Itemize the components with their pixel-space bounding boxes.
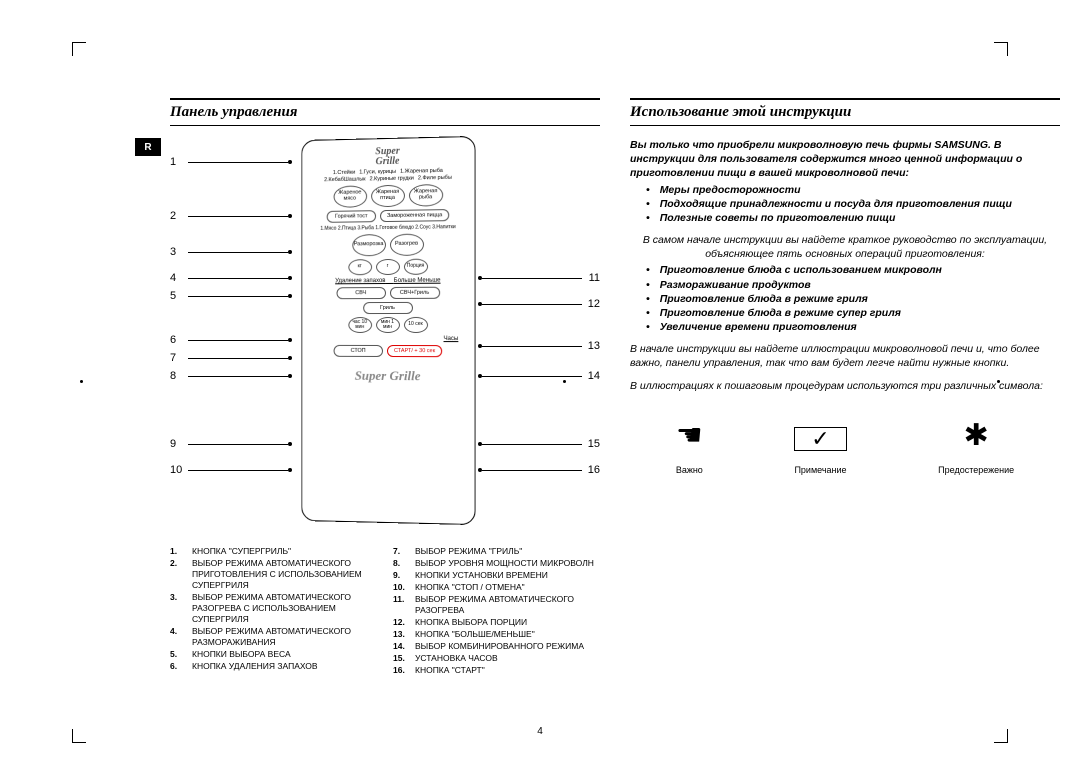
description-item: 5.КНОПКИ ВЫБОРА ВЕСА [170, 649, 375, 660]
panel-tiny-label: 1.Стейки [333, 170, 355, 176]
left-column: R Панель управления SuperGrille 1.Стейки… [170, 98, 600, 678]
description-item: 16.КНОПКА "СТАРТ" [393, 665, 598, 676]
panel-button: г [376, 259, 400, 275]
paragraph-2: В начале инструкции вы найдете иллюстрац… [630, 342, 1060, 370]
panel-tiny-label: 2.Куриные грудки [370, 175, 414, 182]
leader-line: 16 [470, 464, 600, 476]
panel-button: 10 сек [403, 317, 427, 333]
page-number: 4 [0, 726, 1080, 737]
description-item: 15.УСТАНОВКА ЧАСОВ [393, 653, 598, 664]
bullet-item: Полезные советы по приготовлению пищи [646, 211, 1060, 225]
start-button: СТАРТ/ + 30 сек [387, 345, 442, 357]
super-grille-footer: Super Grille [302, 368, 474, 385]
symbol-caution: ✱ Предостережение [938, 421, 1014, 475]
right-heading: Использование этой инструкции [630, 98, 1060, 126]
panel-button: кг [348, 259, 372, 275]
description-item: 2.ВЫБОР РЕЖИМА АВТОМАТИЧЕСКОГО ПРИГОТОВЛ… [170, 558, 375, 591]
grill-pill: Гриль [363, 302, 413, 314]
description-item: 9.КНОПКИ УСТАНОВКИ ВРЕМЕНИ [393, 570, 598, 581]
description-item: 13.КНОПКА "БОЛЬШЕ/МЕНЬШЕ" [393, 629, 598, 640]
description-item: 14.ВЫБОР КОМБИНИРОВАННОГО РЕЖИМА [393, 641, 598, 652]
leader-line: 12 [470, 298, 600, 310]
description-item: 10.КНОПКА "СТОП / ОТМЕНА" [393, 582, 598, 593]
right-column: Использование этой инструкции Вы только … [630, 98, 1060, 475]
leader-line: 1 [170, 156, 300, 168]
panel-button: СВЧ+Гриль [389, 287, 439, 299]
leader-line: 2 [170, 210, 300, 222]
leader-line: 4 [170, 272, 300, 284]
bullet-item: Увеличение времени приготовления [646, 320, 1060, 334]
panel-button: Разогрев [389, 234, 423, 256]
panel-button: Жареная птица [371, 185, 405, 208]
description-item: 4.ВЫБОР РЕЖИМА АВТОМАТИЧЕСКОГО РАЗМОРАЖИ… [170, 626, 375, 648]
panel-button: Жареное мясо [333, 185, 367, 207]
bullet-list-a: Меры предосторожностиПодходящие принадле… [646, 183, 1060, 226]
leader-line: 9 [170, 438, 300, 450]
stop-button: СТОП [334, 345, 383, 357]
panel-tiny-label: 1.Жареная рыба [400, 168, 443, 175]
panel-button: Порция [403, 259, 427, 275]
panel-button: мин 1 мин [376, 317, 400, 333]
description-item: 12.КНОПКА ВЫБОРА ПОРЦИИ [393, 617, 598, 628]
note-check-icon: ✓ [794, 427, 846, 451]
bullet-list-b: Приготовление блюда с использованием мик… [646, 263, 1060, 334]
bullet-item: Приготовление блюда в режиме гриля [646, 292, 1060, 306]
bullet-item: Приготовление блюда в режиме супер гриля [646, 306, 1060, 320]
hand-point-icon: ☚ [676, 421, 703, 451]
symbol-legend: ☚ Важно ✓ Примечание ✱ Предостережение [630, 421, 1060, 475]
symbol-important: ☚ Важно [676, 421, 703, 475]
panel-button: Жареная рыба [408, 184, 442, 207]
leader-line: 6 [170, 334, 300, 346]
description-item: 3.ВЫБОР РЕЖИМА АВТОМАТИЧЕСКОГО РАЗОГРЕВА… [170, 592, 375, 625]
clock-label: Часы [308, 336, 468, 342]
leader-line: 13 [470, 340, 600, 352]
panel-tiny-label: 2.Филе рыбы [418, 175, 452, 182]
description-item: 8.ВЫБОР УРОВНЯ МОЩНОСТИ МИКРОВОЛН [393, 558, 598, 569]
bullet-item: Приготовление блюда с использованием мик… [646, 263, 1060, 277]
leader-line: 8 [170, 370, 300, 382]
panel-button: Разморозка [352, 234, 386, 256]
description-item: 7.ВЫБОР РЕЖИМА "ГРИЛЬ" [393, 546, 598, 557]
leader-line: 3 [170, 246, 300, 258]
bullet-item: Размораживание продуктов [646, 278, 1060, 292]
description-item: 1.КНОПКА "СУПЕРГРИЛЬ" [170, 546, 375, 557]
bullet-item: Подходящие принадлежности и посуда для п… [646, 197, 1060, 211]
language-badge: R [135, 138, 161, 156]
panel-button: СВЧ [336, 287, 385, 299]
leader-line: 7 [170, 352, 300, 364]
leader-line: 15 [470, 438, 600, 450]
description-item: 11.ВЫБОР РЕЖИМА АВТОМАТИЧЕСКОГО РАЗОГРЕВ… [393, 594, 598, 616]
panel-tiny-label: 2.КебабШашлык [324, 176, 366, 183]
intro-paragraph: Вы только что приобрели микроволновую пе… [630, 138, 1060, 181]
panel-button: час 10 мин [348, 317, 372, 333]
bullet-item: Меры предосторожности [646, 183, 1060, 197]
control-panel-diagram: SuperGrille 1.Стейки 1.Гуси, курицы 1.Жаре… [170, 138, 600, 538]
button-description-columns: 1.КНОПКА "СУПЕРГРИЛЬ"2.ВЫБОР РЕЖИМА АВТО… [170, 546, 600, 678]
description-item: 6.КНОПКА УДАЛЕНИЯ ЗАПАХОВ [170, 661, 375, 672]
super-grille-top-label: SuperGrille [308, 145, 468, 167]
leader-line: 11 [470, 272, 600, 284]
left-heading: Панель управления [170, 98, 600, 126]
leader-line: 10 [170, 464, 300, 476]
paragraph-3: В иллюстрациях к пошаговым процедурам ис… [630, 379, 1060, 393]
page: R Панель управления SuperGrille 1.Стейки… [70, 40, 1010, 720]
symbol-note: ✓ Примечание [794, 427, 846, 475]
mid-paragraph: В самом начале инструкции вы найдете кра… [630, 233, 1060, 261]
panel-tiny-label: 1.Гуси, курицы [359, 169, 396, 176]
tiny-text: 1.Мясо 2.Птица 3.Рыба 1.Готовое блюдо 2.… [308, 224, 468, 232]
panel-button: Горячий тост [327, 210, 376, 223]
txt-deodor: Удаление запахов Больше Меньше [308, 277, 468, 284]
snowflake-icon: ✱ [938, 421, 1014, 451]
leader-line: 14 [470, 370, 600, 382]
leader-line: 5 [170, 290, 300, 302]
panel-outline: SuperGrille 1.Стейки 1.Гуси, курицы 1.Жаре… [301, 136, 475, 525]
panel-button: Замороженная пицца [380, 209, 449, 222]
